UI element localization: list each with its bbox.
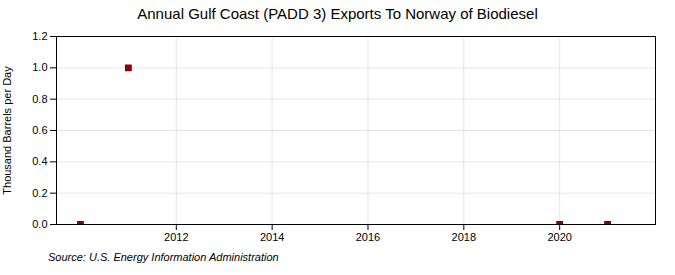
svg-text:Thousand Barrels per Day: Thousand Barrels per Day	[1, 66, 13, 195]
svg-text:2018: 2018	[452, 231, 476, 243]
svg-text:0.2: 0.2	[32, 187, 47, 199]
svg-text:0.4: 0.4	[32, 155, 47, 167]
svg-text:2014: 2014	[260, 231, 284, 243]
svg-text:1.2: 1.2	[32, 30, 47, 42]
svg-text:0.0: 0.0	[32, 218, 47, 230]
html-text:Source: U.S. Energy Informatio: Source: U.S. Energy Information Administ…	[48, 251, 279, 263]
svg-text:2012: 2012	[164, 231, 188, 243]
svg-text:0.8: 0.8	[32, 93, 47, 105]
svg-text:0.6: 0.6	[32, 124, 47, 136]
svg-text:1.0: 1.0	[32, 61, 47, 73]
svg-text:2016: 2016	[356, 231, 380, 243]
html-text:Annual Gulf Coast (PADD 3) Exp: Annual Gulf Coast (PADD 3) Exports To No…	[137, 5, 538, 22]
svg-text:2020: 2020	[547, 231, 571, 243]
